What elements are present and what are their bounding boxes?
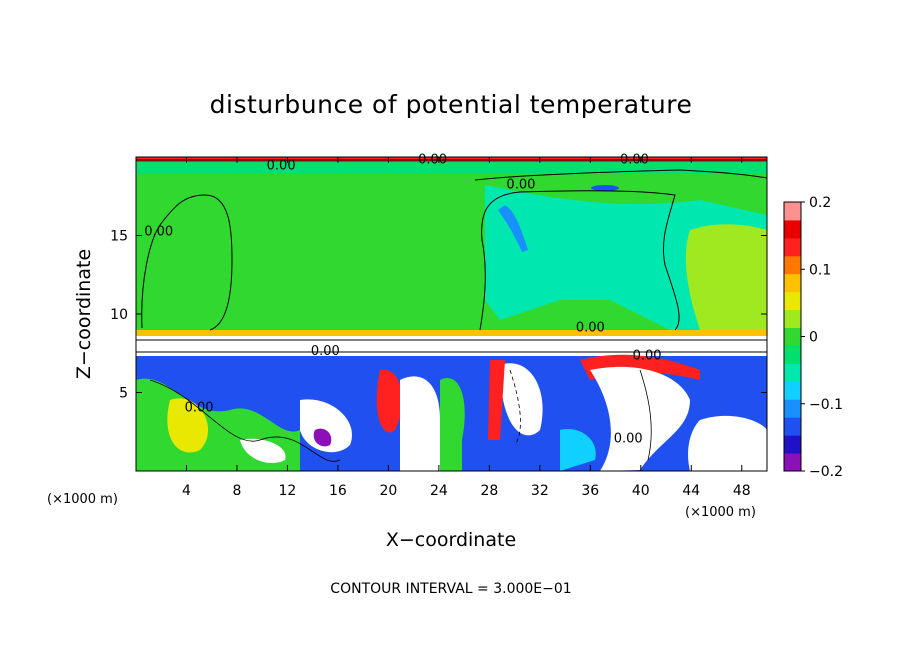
field-lower-green-2 bbox=[440, 378, 465, 471]
contour-interval-text: CONTOUR INTERVAL = 3.000E−01 bbox=[330, 581, 571, 597]
colorbar-swatch bbox=[784, 453, 801, 472]
field-lower-white-4 bbox=[590, 366, 690, 471]
colorbar bbox=[783, 201, 802, 472]
field-lower-yellow-1 bbox=[167, 398, 209, 453]
colorbar-swatch bbox=[784, 363, 801, 382]
x-tick-label: 40 bbox=[632, 483, 650, 499]
x-tick-label: 16 bbox=[329, 483, 347, 499]
y-tick-label: 5 bbox=[119, 386, 128, 402]
colorbar-swatch bbox=[784, 381, 801, 400]
colorbar-tick-label: 0.2 bbox=[809, 195, 831, 211]
x-tick-label: 48 bbox=[733, 483, 751, 499]
contour-lower-3 bbox=[639, 369, 652, 461]
field-lower-white-6 bbox=[240, 438, 286, 464]
chart-title: disturbunce of potential temperature bbox=[210, 90, 693, 119]
y-axis-ticks: 5 10 15 bbox=[110, 229, 767, 402]
contour-label: 0.00 bbox=[418, 152, 447, 167]
y-tick-label: 10 bbox=[110, 307, 128, 323]
plot-area bbox=[136, 157, 767, 471]
field-lower-purple-1 bbox=[313, 428, 332, 447]
field-region-yellowgreen-right bbox=[685, 224, 767, 330]
contour-label: 0.00 bbox=[620, 152, 649, 167]
contour-label: 0.00 bbox=[614, 432, 643, 447]
x-tick-label: 20 bbox=[379, 483, 397, 499]
field-lower-red-1 bbox=[376, 369, 403, 433]
contour-label: 0.00 bbox=[311, 344, 340, 359]
colorbar-tick-label: −0.1 bbox=[809, 397, 843, 413]
colorbar-ticks: 0.2 0.1 0 −0.1 −0.2 bbox=[801, 195, 843, 480]
field-band-top bbox=[136, 157, 767, 165]
colorbar-swatch bbox=[784, 273, 801, 293]
contour-zero-mid-cell bbox=[479, 190, 680, 331]
contour-label: 0.00 bbox=[506, 177, 535, 192]
field-lower-white-2 bbox=[400, 376, 440, 471]
x-tick-label: 4 bbox=[182, 483, 191, 499]
x-tick-label: 24 bbox=[430, 483, 448, 499]
colorbar-swatch bbox=[784, 291, 801, 311]
colorbar-swatch bbox=[784, 237, 801, 257]
y-tick-label: 15 bbox=[110, 229, 128, 245]
x-axis-ticks: 4 8 12 16 20 24 28 32 36 40 44 48 bbox=[182, 157, 751, 499]
contour-label: 0.00 bbox=[633, 349, 662, 364]
colorbar-tick-label: 0.1 bbox=[809, 262, 831, 278]
colorbar-swatch bbox=[784, 219, 801, 239]
colorbar-swatch bbox=[784, 417, 801, 436]
x-unit-label-right: (×1000 m) bbox=[685, 505, 756, 520]
field-region-blue-streak bbox=[498, 205, 528, 252]
field-lower-white-5 bbox=[688, 415, 767, 471]
field-band-mid bbox=[136, 330, 767, 338]
contour-label: 0.00 bbox=[267, 159, 296, 174]
colorbar-swatch bbox=[784, 327, 801, 346]
colorbar-tick-label: −0.2 bbox=[809, 464, 843, 480]
field-lower-red-2 bbox=[488, 360, 505, 440]
x-unit-label-left: (×1000 m) bbox=[47, 492, 118, 507]
contour-zero-left-cell bbox=[141, 194, 233, 331]
contour-label: 0.00 bbox=[185, 400, 214, 415]
x-tick-label: 28 bbox=[480, 483, 498, 499]
x-tick-label: 44 bbox=[682, 483, 700, 499]
contour-lower-2 bbox=[509, 369, 521, 446]
colorbar-swatch bbox=[784, 345, 801, 364]
contour-label: 0.00 bbox=[576, 320, 605, 335]
colorbar-swatch bbox=[784, 435, 801, 454]
colorbar-swatch bbox=[784, 399, 801, 418]
field-band-mid2 bbox=[136, 336, 767, 356]
colorbar-swatch bbox=[784, 202, 801, 221]
contour-lower-1 bbox=[149, 379, 341, 462]
contour-zero-upper-line bbox=[474, 169, 767, 181]
x-axis-label: X−coordinate bbox=[386, 529, 516, 551]
colorbar-swatch bbox=[784, 309, 801, 329]
field-lower-white-1 bbox=[300, 399, 352, 453]
colorbar-swatch bbox=[784, 255, 801, 275]
field-band-top2 bbox=[136, 162, 767, 174]
x-tick-label: 32 bbox=[531, 483, 549, 499]
x-tick-label: 12 bbox=[279, 483, 297, 499]
colorbar-tick-label: 0 bbox=[809, 330, 818, 346]
field-lower-cyan-1 bbox=[560, 429, 596, 471]
field-region-blue-top bbox=[591, 185, 619, 191]
contour-label: 0.00 bbox=[144, 225, 173, 240]
x-tick-label: 36 bbox=[581, 483, 599, 499]
field-lower-white-3 bbox=[500, 363, 543, 436]
x-tick-label: 8 bbox=[232, 483, 241, 499]
y-axis-label: Z−coordinate bbox=[73, 249, 95, 379]
contour-labels: 0.00 0.00 0.00 0.00 0.00 0.00 0.00 0.00 0.00 0.00 bbox=[144, 152, 661, 446]
